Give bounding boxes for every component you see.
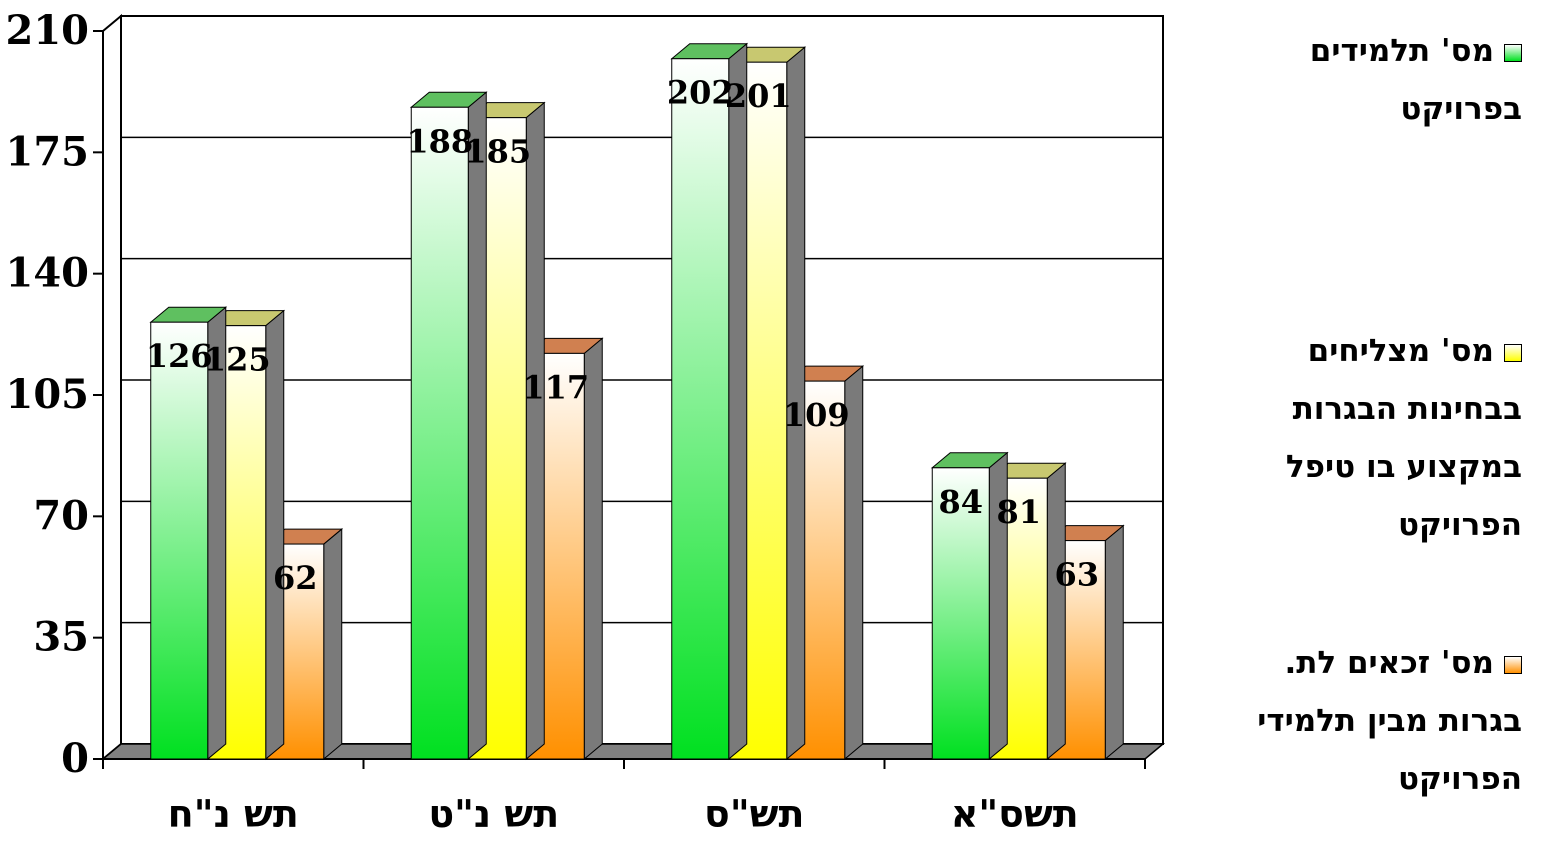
legend-label-eligible: מס' זכאים לת. בגרות מבין תלמידי הפרויקט xyxy=(1257,645,1522,797)
y-tick-label-70: 70 xyxy=(33,492,89,539)
bar-s0-c2 xyxy=(671,58,730,760)
data-label-s1-c3: 81 xyxy=(996,493,1041,531)
data-label-s1-c2: 201 xyxy=(725,77,792,115)
y-tick-label-140: 140 xyxy=(6,250,90,297)
data-label-s2-c3: 63 xyxy=(1054,556,1099,594)
bar-s0-c0 xyxy=(150,321,209,760)
bar-side-s2-c3 xyxy=(1104,524,1124,761)
legend-item-eligible: מס' זכאים לת. בגרות מבין תלמידי הפרויקט xyxy=(1222,634,1522,808)
y-tick-label-105: 105 xyxy=(6,371,90,418)
data-label-s0-c2: 202 xyxy=(667,74,734,112)
data-label-s1-c0: 125 xyxy=(204,341,271,379)
data-label-s2-c0: 62 xyxy=(273,559,318,597)
bar-side-s2-c0 xyxy=(323,527,343,761)
data-label-s0-c3: 84 xyxy=(938,483,983,521)
y-tick-label-0: 0 xyxy=(61,735,89,782)
data-label-s2-c1: 117 xyxy=(522,368,589,406)
bar-side-s0-c2 xyxy=(728,42,748,761)
bar-side-s0-c1 xyxy=(467,91,487,761)
bar-side-s1-c1 xyxy=(525,101,545,761)
bar-s0-c3 xyxy=(931,467,990,760)
y-tick-label-35: 35 xyxy=(33,614,89,661)
legend-swatch-green xyxy=(1504,43,1522,62)
x-category-label-2: תש"ס xyxy=(704,792,804,836)
data-label-s1-c1: 185 xyxy=(464,133,531,171)
y-tick-label-210: 210 xyxy=(6,7,90,54)
data-label-s0-c0: 126 xyxy=(146,337,213,375)
side-wall xyxy=(102,13,122,762)
x-category-label-0: תש נ"ח xyxy=(168,792,299,836)
x-category-label-3: תשס"א xyxy=(951,792,1079,836)
bar-s0-c1 xyxy=(410,106,469,760)
legend-item-passed: מס' מצליחים בבחינות הבגרות במקצוע בו טיפ… xyxy=(1222,322,1522,554)
y-tick-label-175: 175 xyxy=(6,128,90,175)
data-label-s0-c1: 188 xyxy=(406,122,473,160)
bar-side-s1-c3 xyxy=(1046,462,1066,761)
legend-swatch-yellow xyxy=(1504,343,1522,362)
data-label-s2-c2: 109 xyxy=(783,396,850,434)
legend-label-students: מס' תלמידים בפרויקט xyxy=(1309,33,1522,127)
legend-label-passed: מס' מצליחים בבחינות הבגרות במקצוע בו טיפ… xyxy=(1285,333,1522,543)
x-category-label-1: תש נ"ט xyxy=(428,792,559,836)
legend-item-students: מס' תלמידים בפרויקט xyxy=(1222,22,1522,138)
legend-swatch-orange xyxy=(1504,655,1522,674)
